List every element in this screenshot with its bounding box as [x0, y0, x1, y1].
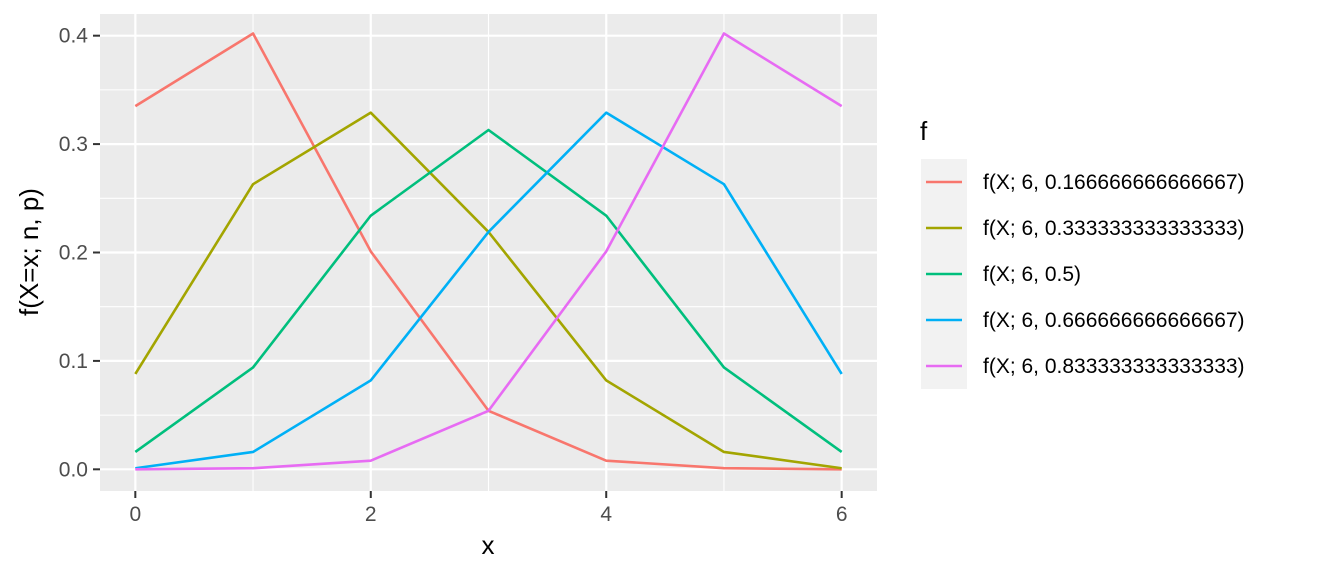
x-tick-label: 0: [129, 503, 141, 526]
series-lines: [134, 32, 843, 471]
series-line: [134, 128, 843, 454]
y-tick-label: 0.1: [59, 350, 88, 373]
legend-label: f(X; 6, 0.833333333333333): [983, 355, 1245, 378]
y-tick-label: 0.3: [59, 133, 88, 156]
x-tick-label: 2: [365, 503, 377, 526]
y-tick-label: 0.2: [59, 242, 88, 265]
axes: 0 2 4 6 0.0 0.1 0.2 0.3 0.4: [59, 25, 848, 526]
y-axis-label: f(X=x; n, p): [14, 188, 44, 316]
legend-title: f: [920, 116, 928, 146]
legend-label: f(X; 6, 0.666666666666667): [983, 309, 1245, 332]
legend: f f(X; 6, 0.166666666666667) f(X; 6, 0.33…: [920, 116, 1245, 389]
y-tick-label: 0.0: [59, 458, 88, 481]
x-tick-label: 4: [600, 503, 612, 526]
legend-label: f(X; 6, 0.333333333333333): [983, 217, 1245, 240]
series-line: [135, 32, 843, 471]
x-axis-label: x: [482, 530, 495, 560]
series-line: [135, 111, 843, 470]
y-tick-label: 0.4: [59, 25, 89, 48]
legend-items: f(X; 6, 0.166666666666667) f(X; 6, 0.3333…: [921, 159, 1245, 389]
x-tick-label: 6: [836, 503, 848, 526]
legend-label: f(X; 6, 0.166666666666667): [983, 171, 1245, 194]
legend-label: f(X; 6, 0.5): [983, 263, 1081, 286]
